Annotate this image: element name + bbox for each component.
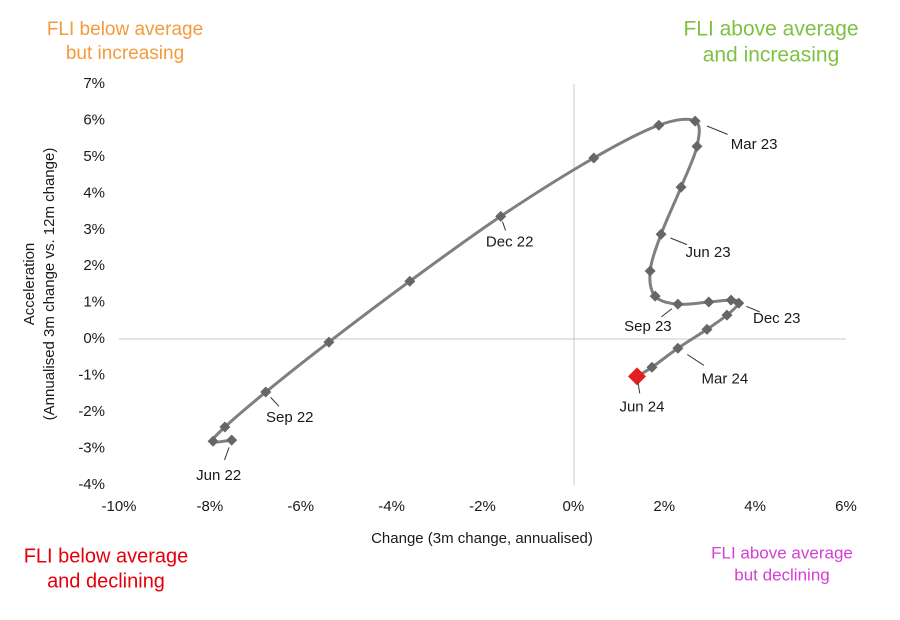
y-tick-label: -1% (78, 367, 105, 384)
y-axis-label: Acceleration (Annualised 3m change vs. 1… (21, 148, 58, 421)
quadrant-label: and increasing (703, 44, 840, 67)
marker (323, 336, 335, 348)
y-tick-label: 7% (83, 75, 105, 92)
x-tick-label: -10% (101, 498, 136, 515)
marker (655, 228, 667, 240)
leader-line (746, 305, 760, 313)
y-tick-label: 5% (83, 148, 105, 165)
leader-line (670, 237, 688, 246)
y-tick-label: 6% (83, 111, 105, 128)
leader-line (687, 354, 705, 366)
y-tick-label: -4% (78, 476, 105, 493)
point-label: Dec 22 (486, 233, 534, 250)
point-label: Sep 22 (266, 409, 314, 426)
marker (404, 275, 416, 287)
marker (226, 434, 238, 446)
marker (495, 210, 507, 222)
x-tick-label: 0% (563, 498, 585, 515)
leader-line (637, 382, 641, 394)
leader-line (502, 221, 507, 231)
marker (588, 152, 600, 164)
x-tick-label: -8% (197, 498, 224, 515)
marker (721, 309, 733, 321)
quadrant-label: FLI below average (47, 19, 203, 40)
point-label: Mar 23 (731, 136, 778, 153)
x-tick-label: 2% (653, 498, 675, 515)
leader-line (224, 447, 230, 461)
quadrant-label: and declining (47, 570, 165, 592)
point-label: Jun 22 (196, 467, 241, 484)
marker (653, 119, 665, 131)
marker (644, 265, 656, 277)
x-tick-label: -4% (378, 498, 405, 515)
x-tick-label: 4% (744, 498, 766, 515)
quadrant-label: but increasing (66, 43, 184, 64)
leader-line (661, 308, 673, 318)
point-label: Jun 24 (619, 398, 664, 415)
marker (649, 290, 661, 302)
x-tick-label: -2% (469, 498, 496, 515)
marker (703, 296, 715, 308)
marker (701, 323, 713, 335)
point-label: Jun 23 (686, 244, 731, 261)
marker (691, 140, 703, 152)
x-tick-label: 6% (835, 498, 857, 515)
leader-line (706, 125, 728, 135)
marker (260, 386, 272, 398)
marker (672, 298, 684, 310)
series-line (211, 117, 741, 444)
x-axis-label: Change (3m change, annualised) (371, 530, 593, 547)
marker (672, 342, 684, 354)
marker (646, 361, 658, 373)
quadrant-label: FLI below average (24, 545, 189, 567)
y-tick-label: -2% (78, 403, 105, 420)
y-axis-label-line: Acceleration (21, 243, 38, 326)
y-tick-label: 2% (83, 257, 105, 274)
leader-line (270, 396, 280, 407)
point-label: Dec 23 (753, 310, 801, 327)
y-tick-label: 3% (83, 221, 105, 238)
y-tick-label: 0% (83, 330, 105, 347)
marker (733, 297, 745, 309)
quadrant-label: FLI above average (711, 543, 853, 562)
point-label: Sep 23 (624, 318, 672, 335)
marker (207, 435, 219, 447)
marker (675, 181, 687, 193)
quadrant-label: but declining (734, 565, 829, 584)
marker (219, 421, 231, 433)
marker (689, 115, 701, 127)
point-label: Mar 24 (702, 370, 749, 387)
y-tick-label: 4% (83, 184, 105, 201)
y-tick-label: 1% (83, 294, 105, 311)
y-axis-label-line: (Annualised 3m change vs. 12m change) (41, 148, 58, 421)
quadrant-label: FLI above average (683, 18, 858, 41)
highlight-marker (627, 367, 646, 386)
y-tick-label: -3% (78, 440, 105, 457)
x-tick-label: -6% (287, 498, 314, 515)
